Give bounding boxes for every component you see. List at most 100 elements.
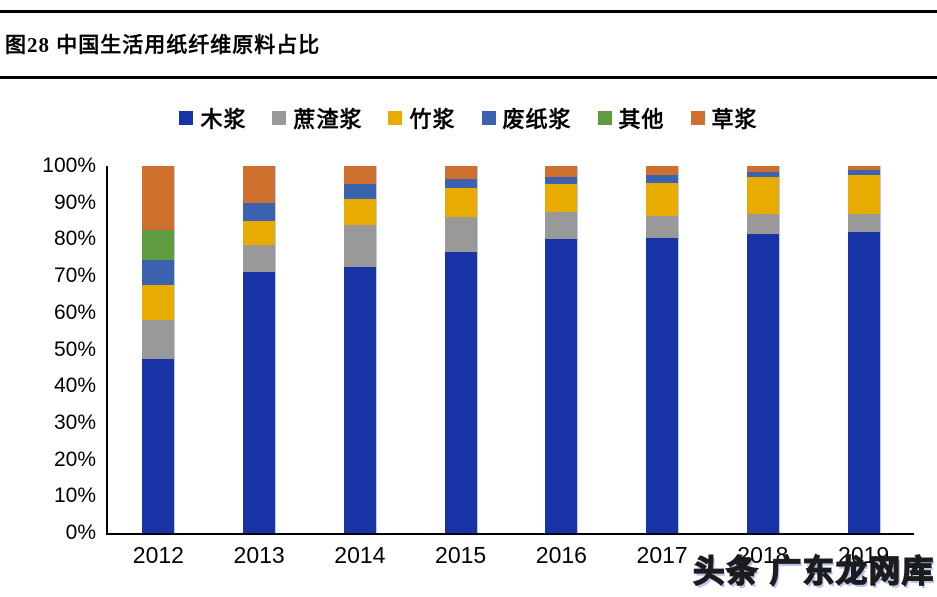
legend-item-5: 其他	[597, 102, 665, 134]
y-tick-label: 80%	[53, 227, 96, 251]
y-axis-labels: 100% 90% 80% 70% 60% 50% 40% 30% 20% 10% 0%	[0, 154, 106, 544]
bar-segment	[746, 233, 779, 533]
y-tick-label: 70%	[53, 264, 96, 288]
plot-wrap: 100% 90% 80% 70% 60% 50% 40% 30% 20% 10% 0%	[0, 154, 937, 544]
bar-segment	[746, 171, 779, 178]
bar-slot-2015	[410, 166, 511, 533]
stacked-bar-2017	[646, 166, 679, 533]
bar-segment	[444, 188, 477, 218]
bar-segment	[545, 239, 578, 533]
bar-segment	[243, 166, 276, 203]
legend-label: 其他	[618, 107, 665, 132]
legend-swatch	[179, 111, 194, 125]
title-bottom-rule	[0, 76, 937, 79]
title-top-rule	[0, 10, 937, 13]
bar-segment	[343, 266, 376, 533]
y-tick-label: 60%	[53, 300, 96, 324]
y-tick-label: 90%	[53, 190, 96, 214]
chart-title: 图28 中国生活用纸纤维原料占比	[5, 33, 321, 57]
x-tick-label: 2012	[132, 542, 184, 568]
stacked-bar-2015	[444, 166, 477, 533]
legend-label: 蔗渣浆	[293, 107, 363, 132]
legend-item-6: 草浆	[690, 102, 758, 134]
stacked-bar-2016	[545, 166, 578, 533]
bar-segment	[646, 215, 679, 238]
plot-area	[106, 166, 914, 535]
bar-segment	[847, 166, 880, 170]
bar-segment	[444, 166, 477, 179]
bar-segment	[343, 166, 376, 185]
y-tick-label: 30%	[53, 410, 96, 434]
bar-segment	[142, 259, 175, 286]
x-axis-labels: 2012 2013 2014 2015 2016 2017 2018 2019	[108, 542, 914, 569]
bar-segment	[142, 358, 175, 533]
bar-segment	[444, 252, 477, 533]
x-tick-label: 2014	[334, 542, 386, 568]
bar-segment	[142, 166, 175, 231]
bar-slot-2016	[511, 166, 612, 533]
bar-segment	[343, 184, 376, 200]
bar-segment	[545, 177, 578, 185]
bar-segment	[646, 237, 679, 533]
bar-segment	[444, 178, 477, 189]
bar-slot-2017	[612, 166, 713, 533]
bar-slot-2013	[209, 166, 310, 533]
stacked-bar-2014	[343, 166, 376, 533]
bar-segment	[243, 244, 276, 273]
bar-segment	[746, 177, 779, 214]
watermark: 头条 广东龙网库	[693, 553, 935, 590]
x-tick-label: 2013	[233, 542, 285, 568]
bar-segment	[142, 320, 175, 359]
y-tick-label: 20%	[53, 447, 96, 471]
legend-swatch	[597, 111, 612, 125]
bar-segment	[343, 199, 376, 225]
bar-segment	[243, 202, 276, 222]
bar-segment	[746, 213, 779, 234]
stacked-bar-2012	[142, 166, 175, 533]
y-tick-label: 40%	[53, 374, 96, 398]
bar-segment	[243, 272, 276, 533]
legend-label: 木浆	[200, 107, 247, 132]
bar-segment	[545, 211, 578, 240]
bar-segment	[646, 182, 679, 216]
bar-segment	[243, 221, 276, 245]
legend-item-4: 废纸浆	[481, 102, 572, 134]
bar-segment	[847, 169, 880, 176]
x-tick-label: 2015	[435, 542, 487, 568]
bar-slot-2019	[813, 166, 914, 533]
legend-label: 草浆	[711, 107, 758, 132]
legend-item-3: 竹浆	[388, 102, 455, 134]
legend-swatch	[272, 111, 287, 125]
bar-slot-2012	[108, 166, 209, 533]
legend-swatch	[388, 111, 403, 125]
x-tick-label: 2017	[636, 542, 688, 568]
y-tick-label: 10%	[53, 484, 96, 508]
y-tick-label: 50%	[53, 337, 96, 361]
x-tick-label: 2018	[737, 542, 789, 568]
bar-segment	[142, 285, 175, 321]
x-tick-label: 2016	[535, 542, 587, 568]
legend-label: 废纸浆	[502, 107, 572, 132]
x-tick-label: 2019	[838, 542, 890, 568]
bar-slot-2018	[713, 166, 814, 533]
bar-segment	[847, 213, 880, 233]
bar-segment	[847, 175, 880, 214]
y-tick-label: 0%	[65, 521, 96, 544]
stacked-bar-2018	[746, 166, 779, 533]
bar-segment	[746, 166, 779, 172]
legend-swatch	[481, 111, 496, 125]
chart-legend: 木浆 蔗渣浆 竹浆 废纸浆 其他 草浆	[0, 103, 937, 133]
bar-slot-2014	[310, 166, 411, 533]
bar-segment	[545, 184, 578, 212]
legend-label: 竹浆	[409, 107, 456, 132]
stacked-bar-2019	[847, 166, 880, 533]
legend-swatch	[690, 111, 705, 125]
stacked-bar-2013	[243, 166, 276, 533]
legend-item-1: 木浆	[179, 102, 246, 134]
bar-segment	[545, 166, 578, 178]
bar-segment	[142, 230, 175, 260]
bar-segment	[646, 166, 679, 176]
y-tick-label: 100%	[42, 154, 96, 177]
bar-segment	[646, 175, 679, 183]
bar-segment	[444, 217, 477, 253]
